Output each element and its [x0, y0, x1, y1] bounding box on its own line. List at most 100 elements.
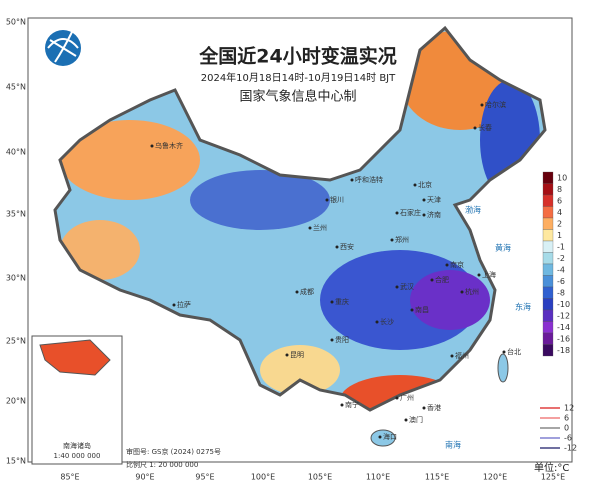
city-label: 武汉	[400, 282, 414, 291]
city-label: 广州	[400, 393, 414, 402]
city-dot	[450, 354, 454, 358]
latitude-label: 20°N	[6, 397, 26, 406]
colorbar-label: -10	[557, 300, 570, 309]
city-label: 南京	[450, 260, 464, 269]
city-label: 石家庄	[400, 208, 421, 217]
city-label: 香港	[427, 403, 441, 412]
colorbar-swatch	[542, 286, 554, 299]
colorbar-swatch	[542, 252, 554, 265]
organization: 国家气象信息中心制	[239, 89, 356, 105]
colorbar-label: 2	[557, 219, 562, 228]
sea-label: 黄海	[495, 243, 511, 253]
city-dot	[422, 198, 426, 202]
city-label: 西安	[340, 242, 354, 251]
inset-scale: 1:40 000 000	[54, 452, 101, 460]
sea-label: 渤海	[465, 205, 481, 215]
colorbar-label: 4	[557, 208, 562, 217]
colorbar-label: -2	[557, 254, 565, 263]
city-label: 福州	[455, 351, 469, 360]
city-label: 海口	[383, 432, 397, 441]
colorbar-label: 1	[557, 231, 562, 240]
city-label: 南宁	[345, 400, 359, 409]
city-dot	[460, 290, 464, 294]
colorbar-swatch	[542, 194, 554, 207]
latitude-label: 35°N	[6, 210, 26, 219]
city-label: 长春	[478, 123, 492, 132]
latitude-label: 15°N	[6, 457, 26, 466]
isoline-label: 0	[564, 424, 569, 433]
colorbar-label: -16	[557, 334, 570, 343]
colorbar-label: -18	[557, 346, 570, 355]
title: 全国近24小时变温实况	[198, 45, 396, 68]
latitude-label: 30°N	[6, 274, 26, 283]
city-dot	[422, 213, 426, 217]
colorbar-label: -1	[557, 242, 565, 251]
city-dot	[422, 406, 426, 410]
city-dot	[395, 211, 399, 215]
longitude-label: 125°E	[541, 473, 565, 482]
city-label: 杭州	[465, 287, 479, 296]
city-dot	[340, 403, 344, 407]
colorbar-swatch	[542, 171, 554, 184]
approval-number: 审图号: GS京 (2024) 0275号	[126, 447, 221, 456]
colorbar-label: 8	[557, 185, 562, 194]
city-label: 昆明	[290, 351, 304, 359]
colorbar-swatch	[542, 229, 554, 242]
city-dot	[430, 278, 434, 282]
longitude-label: 85°E	[60, 473, 79, 482]
inset-title: 南海诸岛	[63, 441, 91, 450]
map-scale: 比例尺 1: 20 000 000	[126, 460, 198, 469]
city-dot	[150, 144, 154, 148]
city-dot	[330, 300, 334, 304]
colorbar-swatch	[542, 263, 554, 276]
city-label: 银川	[330, 195, 344, 204]
city-dot	[335, 245, 339, 249]
city-label: 呼和浩特	[355, 175, 383, 184]
city-label: 贵阳	[335, 335, 349, 344]
city-label: 重庆	[335, 297, 349, 306]
colorbar-swatch	[542, 183, 554, 196]
city-label: 合肥	[435, 275, 449, 284]
colorbar-label: -8	[557, 288, 565, 297]
city-label: 台北	[507, 347, 521, 356]
city-dot	[480, 103, 484, 107]
latitude-label: 50°N	[6, 18, 26, 27]
city-label: 乌鲁木齐	[155, 141, 183, 150]
isoline-label: -6	[564, 434, 572, 443]
city-dot	[295, 290, 299, 294]
city-dot	[395, 285, 399, 289]
colorbar-swatch	[542, 309, 554, 322]
city-dot	[477, 273, 481, 277]
colorbar-swatch	[542, 332, 554, 345]
city-dot	[172, 303, 176, 307]
longitude-label: 120°E	[483, 473, 507, 482]
colorbar-swatch	[542, 217, 554, 230]
colorbar-swatch	[542, 298, 554, 311]
colorbar-swatch	[542, 240, 554, 253]
city-label: 拉萨	[177, 300, 191, 309]
logo-mark	[47, 31, 79, 63]
longitude-label: 95°E	[195, 473, 214, 482]
city-label: 济南	[427, 210, 441, 219]
isoline-label: 12	[564, 404, 574, 413]
colorbar-swatch	[542, 321, 554, 334]
longitude-label: 110°E	[366, 473, 390, 482]
city-dot	[395, 396, 399, 400]
isoline-label: 6	[564, 414, 569, 423]
city-dot	[410, 308, 414, 312]
longitude-label: 90°E	[135, 473, 154, 482]
city-label: 天津	[427, 196, 441, 204]
subtitle: 2024年10月18日14时-10月19日14时 BJT	[201, 71, 396, 84]
city-dot	[285, 353, 289, 357]
longitude-label: 100°E	[251, 473, 275, 482]
colorbar-swatch	[542, 275, 554, 288]
latitude-label: 25°N	[6, 337, 26, 346]
city-label: 北京	[418, 180, 432, 189]
colorbar-label: -4	[557, 265, 565, 274]
inset-land	[39, 339, 111, 376]
city-dot	[308, 226, 312, 230]
city-label: 南昌	[415, 305, 429, 314]
city-dot	[375, 320, 379, 324]
